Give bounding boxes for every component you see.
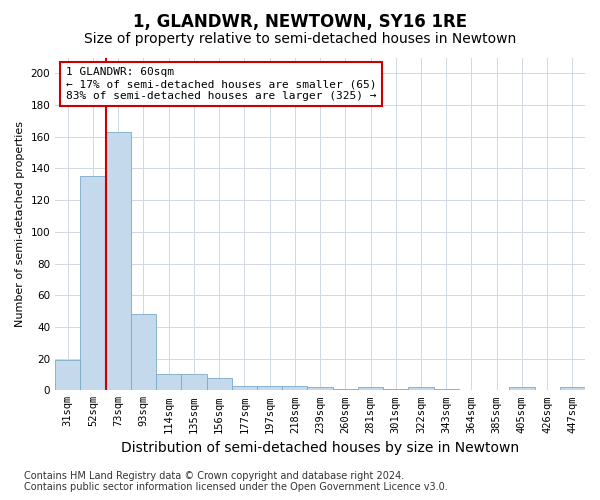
Bar (80, 176, 106, 390)
Bar (156, 374, 181, 390)
Bar (55, 360, 80, 390)
Bar (434, 388, 459, 390)
Bar (232, 386, 257, 390)
Text: 1, GLANDWR, NEWTOWN, SY16 1RE: 1, GLANDWR, NEWTOWN, SY16 1RE (133, 12, 467, 30)
Bar (307, 387, 332, 390)
Bar (358, 387, 383, 390)
Bar (282, 386, 307, 390)
Text: 1 GLANDWR: 60sqm
← 17% of semi-detached houses are smaller (65)
83% of semi-deta: 1 GLANDWR: 60sqm ← 17% of semi-detached … (66, 68, 376, 100)
Bar (332, 388, 358, 390)
Bar (106, 132, 131, 390)
Bar (560, 387, 585, 390)
Bar (131, 314, 156, 390)
Bar (206, 378, 232, 390)
Bar (409, 387, 434, 390)
X-axis label: Distribution of semi-detached houses by size in Newtown: Distribution of semi-detached houses by … (121, 441, 519, 455)
Bar (181, 374, 206, 390)
Bar (383, 388, 409, 390)
Text: Size of property relative to semi-detached houses in Newtown: Size of property relative to semi-detach… (84, 32, 516, 46)
Text: Contains HM Land Registry data © Crown copyright and database right 2024.
Contai: Contains HM Land Registry data © Crown c… (24, 471, 448, 492)
Bar (509, 387, 535, 390)
Y-axis label: Number of semi-detached properties: Number of semi-detached properties (15, 121, 25, 327)
Bar (257, 386, 282, 390)
